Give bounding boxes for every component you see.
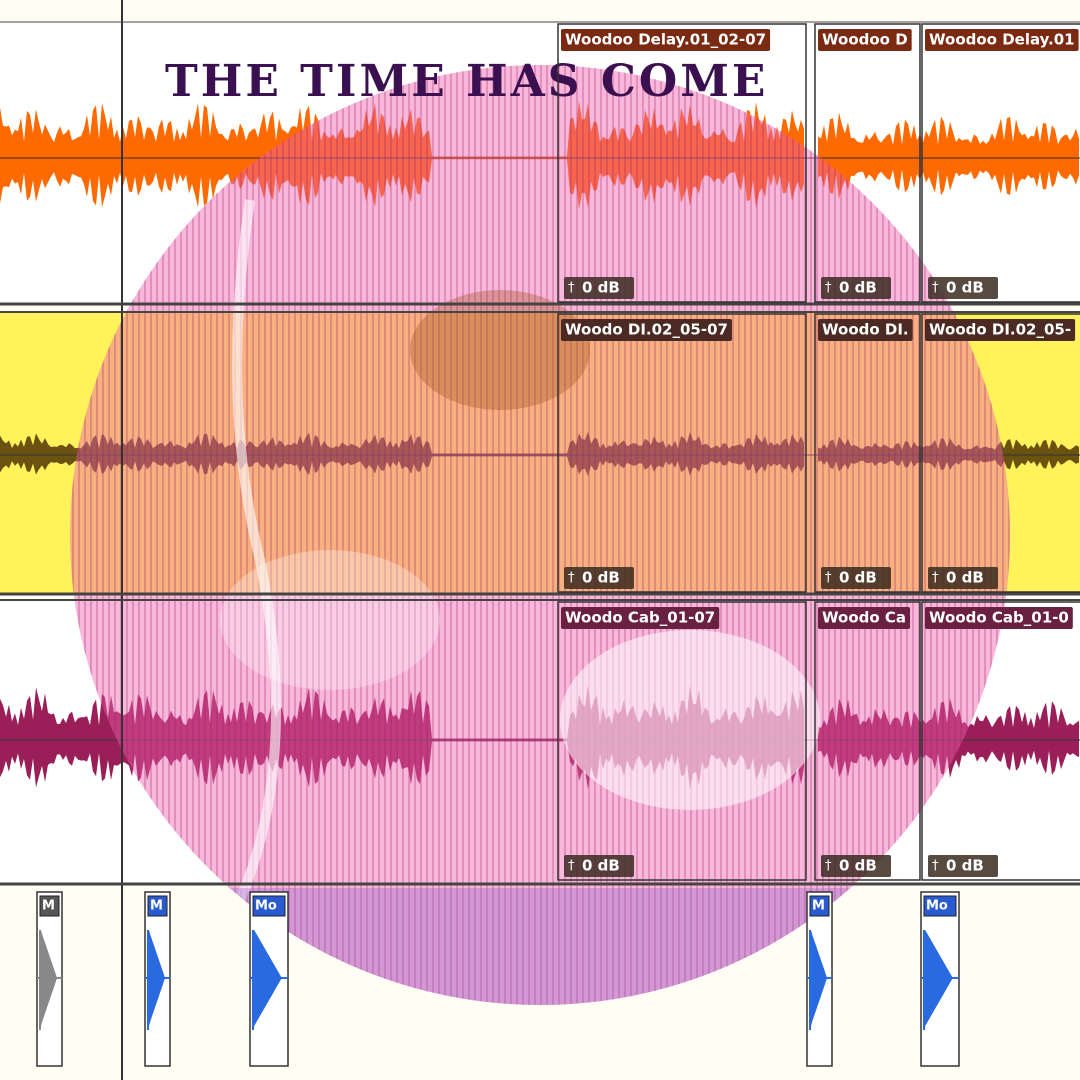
gain-badge <box>564 567 634 589</box>
gain-value: 0 dB <box>839 279 877 297</box>
clip-name: Woodoo Delay.01_02-07 <box>565 31 766 49</box>
gain-icon: † <box>932 859 939 874</box>
gain-icon: † <box>932 281 939 296</box>
clip-name: Woodo Cab_01-0 <box>929 609 1069 627</box>
clip-name-bg <box>925 319 1076 341</box>
clip-frame <box>814 313 921 593</box>
lane-label-bg <box>252 895 286 917</box>
gain-icon: † <box>568 859 575 874</box>
gain-value: 0 dB <box>582 857 620 875</box>
bottom-lane: M M Mo M Mo <box>36 891 960 1067</box>
lane-label: M <box>42 899 55 914</box>
clip-name-bg <box>561 29 771 51</box>
lane-wave <box>923 930 953 1030</box>
gain-value: 0 dB <box>582 279 620 297</box>
lane-label: M <box>150 899 163 914</box>
title: THE TIME HAS COME <box>165 56 768 107</box>
lane-label-bg <box>147 895 168 917</box>
gain-badge <box>928 567 998 589</box>
gain-badge <box>821 567 891 589</box>
lane-wave <box>147 930 166 1030</box>
gain-value: 0 dB <box>946 279 984 297</box>
gain-badge <box>821 855 891 877</box>
shape <box>232 199 281 902</box>
clip-frame <box>921 313 1080 593</box>
clip-name-bg <box>925 607 1073 629</box>
lane-wave <box>252 930 282 1030</box>
clip-name: Woodoo Delay.01 <box>929 31 1075 49</box>
clip-frame <box>557 313 807 593</box>
clip-name-bg <box>818 29 912 51</box>
clip-name: Woodo DI.02_05-07 <box>565 321 728 339</box>
gain-icon: † <box>568 571 575 586</box>
shape <box>560 630 820 810</box>
gain-badge <box>821 277 891 299</box>
clip-frame <box>557 23 807 303</box>
lane-label-bg <box>923 895 957 917</box>
clip-name: Woodo DI.02_05- <box>929 321 1071 339</box>
gain-value: 0 dB <box>946 857 984 875</box>
lane-label: Mo <box>926 899 948 914</box>
gain-icon: † <box>825 281 832 296</box>
gain-badge <box>564 855 634 877</box>
gain-value: 0 dB <box>582 569 620 587</box>
clip-name-bg <box>818 607 911 629</box>
clip-frame <box>814 601 921 881</box>
clip-frame <box>557 601 807 881</box>
gain-value: 0 dB <box>839 569 877 587</box>
lane-wave <box>809 930 828 1030</box>
clip-name-bg <box>818 319 913 341</box>
clip-name: Woodoo D <box>822 31 908 49</box>
gain-value: 0 dB <box>946 569 984 587</box>
lane-label: M <box>812 899 825 914</box>
waveform <box>818 112 1079 199</box>
gain-badge <box>928 277 998 299</box>
gain-icon: † <box>932 571 939 586</box>
gain-badge <box>564 277 634 299</box>
lane-wave <box>39 930 58 1030</box>
clip-frame <box>814 23 921 303</box>
clip-name: Woodo Cab_01-07 <box>565 609 715 627</box>
clips: Woodoo Delay.01_02-07 † 0 dB Woodoo D † 0 dB W… <box>557 23 1080 881</box>
lane-label-bg <box>39 895 60 917</box>
clip-frame <box>921 23 1080 303</box>
clip-frame <box>921 601 1080 881</box>
gain-icon: † <box>825 571 832 586</box>
shape <box>410 290 590 410</box>
clip-name-bg <box>925 29 1079 51</box>
shape <box>220 550 440 690</box>
gain-badge <box>928 855 998 877</box>
clip-name-bg <box>561 319 732 341</box>
lane-label-bg <box>809 895 830 917</box>
gain-icon: † <box>568 281 575 296</box>
clip-name-bg <box>561 607 720 629</box>
clip-name: Woodo Ca <box>822 609 906 627</box>
clip-name: Woodo DI. <box>822 321 909 339</box>
gain-icon: † <box>825 859 832 874</box>
lane-label: Mo <box>255 899 277 914</box>
gain-value: 0 dB <box>839 857 877 875</box>
